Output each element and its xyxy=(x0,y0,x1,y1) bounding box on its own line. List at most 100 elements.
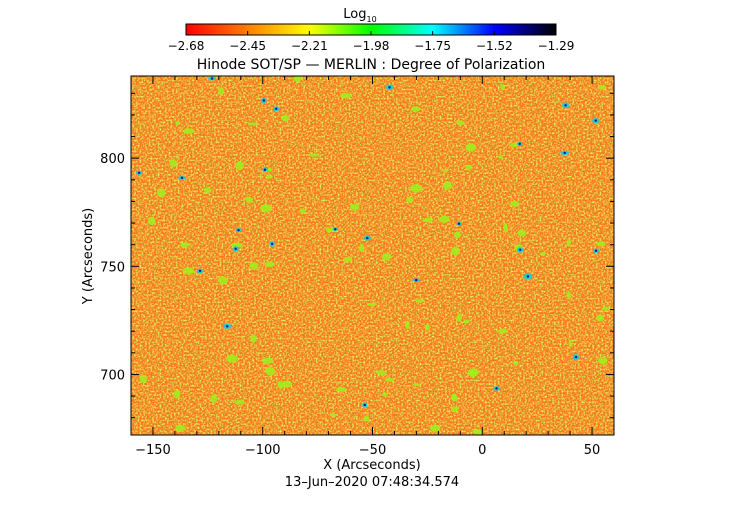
green-patch xyxy=(497,155,504,159)
green-patch xyxy=(456,313,462,322)
green-patch xyxy=(175,424,186,432)
green-patch xyxy=(175,121,181,125)
green-patch xyxy=(410,184,422,193)
green-patch xyxy=(336,387,347,392)
green-patch xyxy=(439,215,450,223)
green-patch xyxy=(210,394,218,403)
green-patch xyxy=(415,298,425,303)
blue-core xyxy=(198,269,202,273)
green-patch xyxy=(173,389,181,399)
blue-core xyxy=(180,176,184,179)
green-patch xyxy=(277,381,284,389)
blue-core xyxy=(137,171,141,175)
green-patch xyxy=(410,106,421,112)
green-patch xyxy=(384,378,395,382)
colorbar-label: Log10 xyxy=(343,7,376,24)
green-patch xyxy=(595,241,606,247)
green-patch xyxy=(179,242,190,248)
blue-core xyxy=(210,77,214,80)
green-patch xyxy=(230,242,243,248)
green-patch xyxy=(250,334,257,343)
green-patch xyxy=(512,360,519,366)
blue-core xyxy=(563,151,566,155)
green-patch xyxy=(454,231,461,239)
green-patch xyxy=(293,76,302,82)
green-patch xyxy=(281,380,293,388)
green-patch xyxy=(376,370,387,376)
colorbar-tick-label: −1.29 xyxy=(538,39,575,53)
colorbar-ticks: −2.68 −2.45 −2.21 −1.98 −1.75 −1.52 −1.29 xyxy=(168,31,575,53)
green-patch xyxy=(465,143,477,152)
colorbar-tick-label: −1.52 xyxy=(476,39,513,53)
y-axis: 700 750 800 xyxy=(100,92,614,419)
blue-core xyxy=(274,107,278,110)
green-patch xyxy=(422,217,434,223)
x-tick-label: −50 xyxy=(359,443,386,458)
colorbar-tick-label: −2.21 xyxy=(291,39,328,53)
green-patch xyxy=(450,246,461,256)
green-patch xyxy=(309,153,320,157)
green-patch xyxy=(509,200,520,207)
green-patch xyxy=(156,188,166,198)
green-patch xyxy=(425,323,430,331)
green-patch xyxy=(503,223,508,233)
green-patch xyxy=(343,257,353,262)
green-patch xyxy=(265,366,276,376)
x-tick-label: 50 xyxy=(584,443,601,458)
green-patch xyxy=(363,415,370,422)
blue-core xyxy=(366,236,369,240)
colorbar-tick-label: −1.98 xyxy=(353,39,390,53)
green-patch xyxy=(381,253,392,261)
plot-title: Hinode SOT/SP — MERLIN : Degree of Polar… xyxy=(197,57,546,73)
green-patch xyxy=(218,276,228,285)
green-patch xyxy=(539,252,547,256)
green-patch xyxy=(450,406,459,413)
polarization-features xyxy=(135,76,611,435)
green-patch xyxy=(442,180,452,190)
green-patch xyxy=(517,229,527,237)
x-tick-label: −100 xyxy=(245,443,281,458)
green-patch xyxy=(467,368,479,378)
blue-core xyxy=(234,247,237,251)
green-patch xyxy=(329,413,337,417)
colorbar-tick-label: −2.68 xyxy=(168,39,205,53)
blue-core xyxy=(574,355,578,359)
green-patch xyxy=(596,314,605,322)
green-patch xyxy=(500,83,506,90)
y-tick-label: 800 xyxy=(100,152,125,167)
green-patch xyxy=(148,216,156,226)
green-patch xyxy=(382,392,388,397)
blue-core xyxy=(263,168,267,171)
green-patch xyxy=(218,87,225,95)
green-patch xyxy=(601,306,611,311)
blue-core xyxy=(594,249,598,252)
blue-core xyxy=(262,99,266,102)
green-patch xyxy=(510,142,519,148)
green-patch xyxy=(234,399,245,405)
green-patch xyxy=(261,357,274,364)
green-patch xyxy=(598,84,606,91)
y-axis-label: Y (Arcseconds) xyxy=(81,208,96,305)
green-patch xyxy=(430,424,441,433)
green-patch xyxy=(456,120,465,125)
blue-core xyxy=(457,222,461,225)
green-patch xyxy=(568,340,573,347)
green-patch xyxy=(182,128,195,134)
blue-core xyxy=(363,403,366,407)
green-patch xyxy=(245,196,254,203)
green-patch xyxy=(405,320,410,330)
colorbar-tick-label: −1.75 xyxy=(414,39,451,53)
green-patch xyxy=(443,168,449,173)
green-patch xyxy=(566,291,571,299)
green-patch xyxy=(472,428,483,435)
x-tick-label: 0 xyxy=(478,443,486,458)
blue-core xyxy=(270,242,274,246)
colorbar xyxy=(186,24,556,35)
green-patch xyxy=(597,356,608,365)
green-patch xyxy=(247,122,258,126)
colorbar-tick-label: −2.45 xyxy=(229,39,266,53)
green-patch xyxy=(139,374,148,383)
blue-core xyxy=(495,387,498,390)
green-patch xyxy=(299,208,306,214)
blue-core xyxy=(334,228,337,231)
